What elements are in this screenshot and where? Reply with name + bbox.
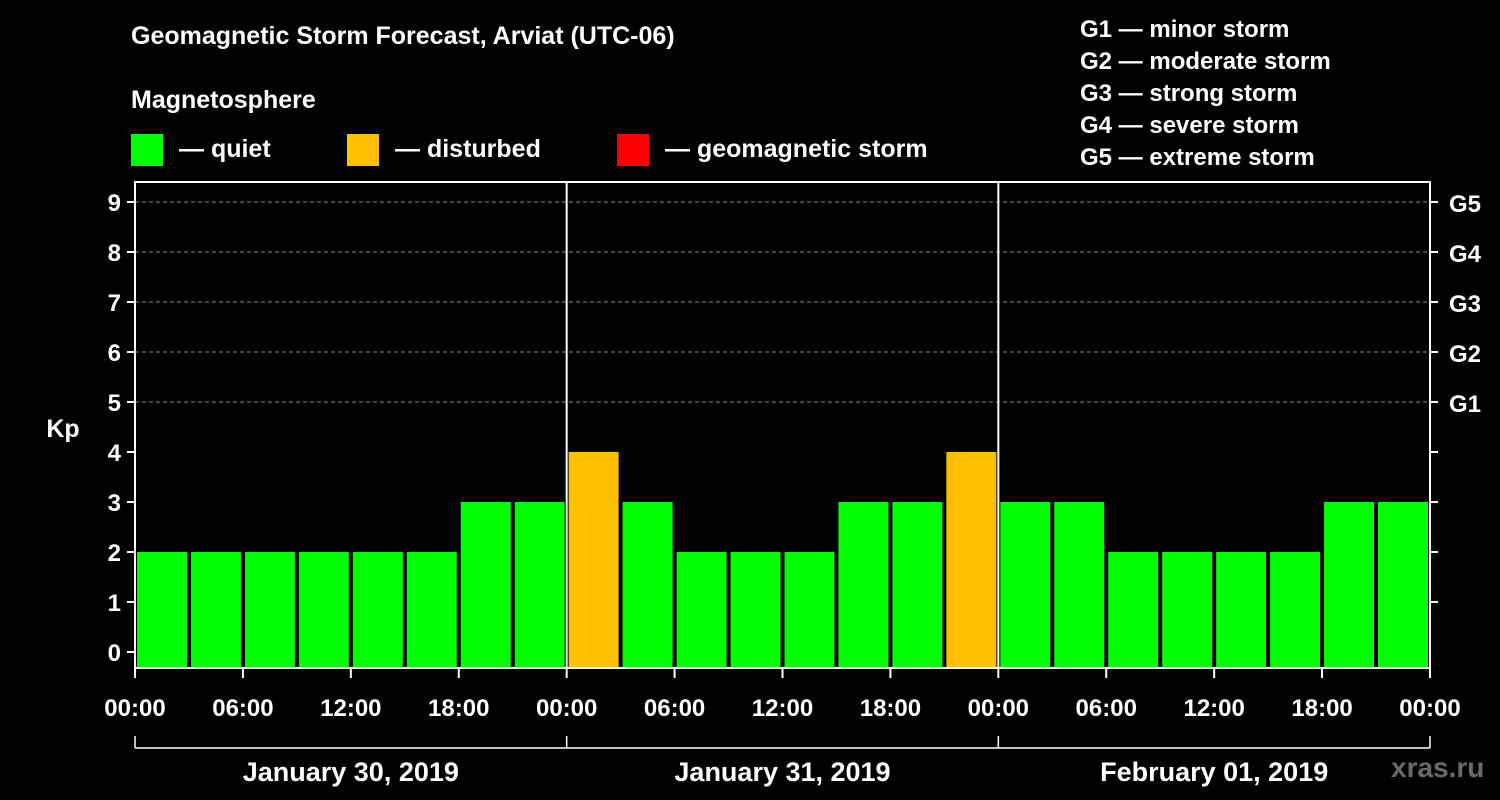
x-tick-label-12: 00:00 bbox=[1399, 695, 1460, 722]
x-tick-label-10: 12:00 bbox=[1183, 695, 1244, 722]
kp-bar-10 bbox=[622, 502, 673, 668]
legend-label-storm: — geomagnetic storm bbox=[665, 135, 928, 163]
kp-bar-1 bbox=[137, 552, 187, 668]
kp-bar-6 bbox=[406, 552, 457, 668]
right-tick-label-g4: G4 bbox=[1449, 241, 1482, 268]
kp-bar-17 bbox=[1000, 502, 1051, 668]
kp-bar-8 bbox=[514, 502, 565, 668]
y-tick-label-8: 8 bbox=[108, 240, 121, 267]
kp-bar-5 bbox=[352, 552, 403, 668]
kp-bar-24 bbox=[1378, 502, 1428, 668]
y-tick-label-3: 3 bbox=[108, 490, 121, 517]
kp-bar-3 bbox=[244, 552, 295, 668]
kp-bar-20 bbox=[1162, 552, 1213, 668]
kp-bar-18 bbox=[1054, 502, 1105, 668]
kp-bar-23 bbox=[1324, 502, 1375, 668]
day-label-3: February 01, 2019 bbox=[1100, 757, 1328, 787]
kp-bar-22 bbox=[1270, 552, 1321, 668]
right-tick-label-g2: G2 bbox=[1449, 341, 1481, 368]
storm-scale-list: G1 — minor storm G2 — moderate storm G3 … bbox=[1080, 14, 1331, 174]
x-tick-label-4: 00:00 bbox=[536, 695, 597, 722]
y-tick-label-9: 9 bbox=[108, 190, 121, 217]
day-label-1: January 30, 2019 bbox=[243, 757, 459, 787]
storm-scale-g4: G4 — severe storm bbox=[1080, 112, 1299, 139]
y-tick-label-5: 5 bbox=[108, 390, 121, 417]
kp-bar-16 bbox=[946, 452, 997, 668]
kp-bar-12 bbox=[730, 552, 781, 668]
kp-bar-9 bbox=[568, 452, 619, 668]
x-tick-label-5: 06:00 bbox=[644, 695, 705, 722]
y-tick-label-4: 4 bbox=[108, 440, 122, 467]
storm-scale-g3: G3 — strong storm bbox=[1080, 80, 1298, 107]
day-label-2: January 31, 2019 bbox=[674, 757, 890, 787]
kp-bar-15 bbox=[892, 502, 943, 668]
right-tick-label-g5: G5 bbox=[1449, 191, 1481, 218]
legend-swatch-quiet bbox=[131, 134, 163, 166]
legend-label-quiet: — quiet bbox=[179, 135, 271, 163]
watermark: xras.ru bbox=[1391, 752, 1485, 783]
right-tick-label-g1: G1 bbox=[1449, 391, 1481, 418]
x-tick-label-8: 00:00 bbox=[968, 695, 1029, 722]
x-tick-label-1: 06:00 bbox=[212, 695, 273, 722]
chart-title: Geomagnetic Storm Forecast, Arviat (UTC-… bbox=[131, 22, 675, 50]
x-tick-label-9: 06:00 bbox=[1076, 695, 1137, 722]
y-tick-label-0: 0 bbox=[108, 640, 121, 667]
x-tick-label-7: 18:00 bbox=[860, 695, 921, 722]
kp-bar-2 bbox=[190, 552, 241, 668]
x-tick-label-3: 18:00 bbox=[428, 695, 489, 722]
kp-bar-19 bbox=[1108, 552, 1159, 668]
kp-bar-21 bbox=[1216, 552, 1267, 668]
y-tick-label-6: 6 bbox=[108, 340, 121, 367]
kp-bar-7 bbox=[460, 502, 511, 668]
right-tick-label-g3: G3 bbox=[1449, 291, 1481, 318]
x-tick-label-2: 12:00 bbox=[320, 695, 381, 722]
storm-scale-g5: G5 — extreme storm bbox=[1080, 144, 1315, 171]
kp-bar-14 bbox=[838, 502, 889, 668]
y-tick-label-2: 2 bbox=[108, 540, 121, 567]
y-tick-label-7: 7 bbox=[108, 290, 121, 317]
kp-bar-11 bbox=[676, 552, 727, 668]
legend-swatch-storm bbox=[617, 134, 649, 166]
kp-bar-13 bbox=[784, 552, 835, 668]
y-tick-label-1: 1 bbox=[108, 590, 121, 617]
storm-scale-g1: G1 — minor storm bbox=[1080, 16, 1290, 43]
storm-scale-g2: G2 — moderate storm bbox=[1080, 48, 1331, 75]
legend-label-disturbed: — disturbed bbox=[395, 135, 541, 163]
legend-swatch-disturbed bbox=[347, 134, 379, 166]
x-tick-label-11: 18:00 bbox=[1291, 695, 1352, 722]
y-axis-title: Kp bbox=[46, 415, 79, 443]
x-tick-label-6: 12:00 bbox=[752, 695, 813, 722]
legend-heading: Magnetosphere bbox=[131, 86, 316, 114]
x-tick-label-0: 00:00 bbox=[104, 695, 165, 722]
kp-bar-4 bbox=[298, 552, 349, 668]
